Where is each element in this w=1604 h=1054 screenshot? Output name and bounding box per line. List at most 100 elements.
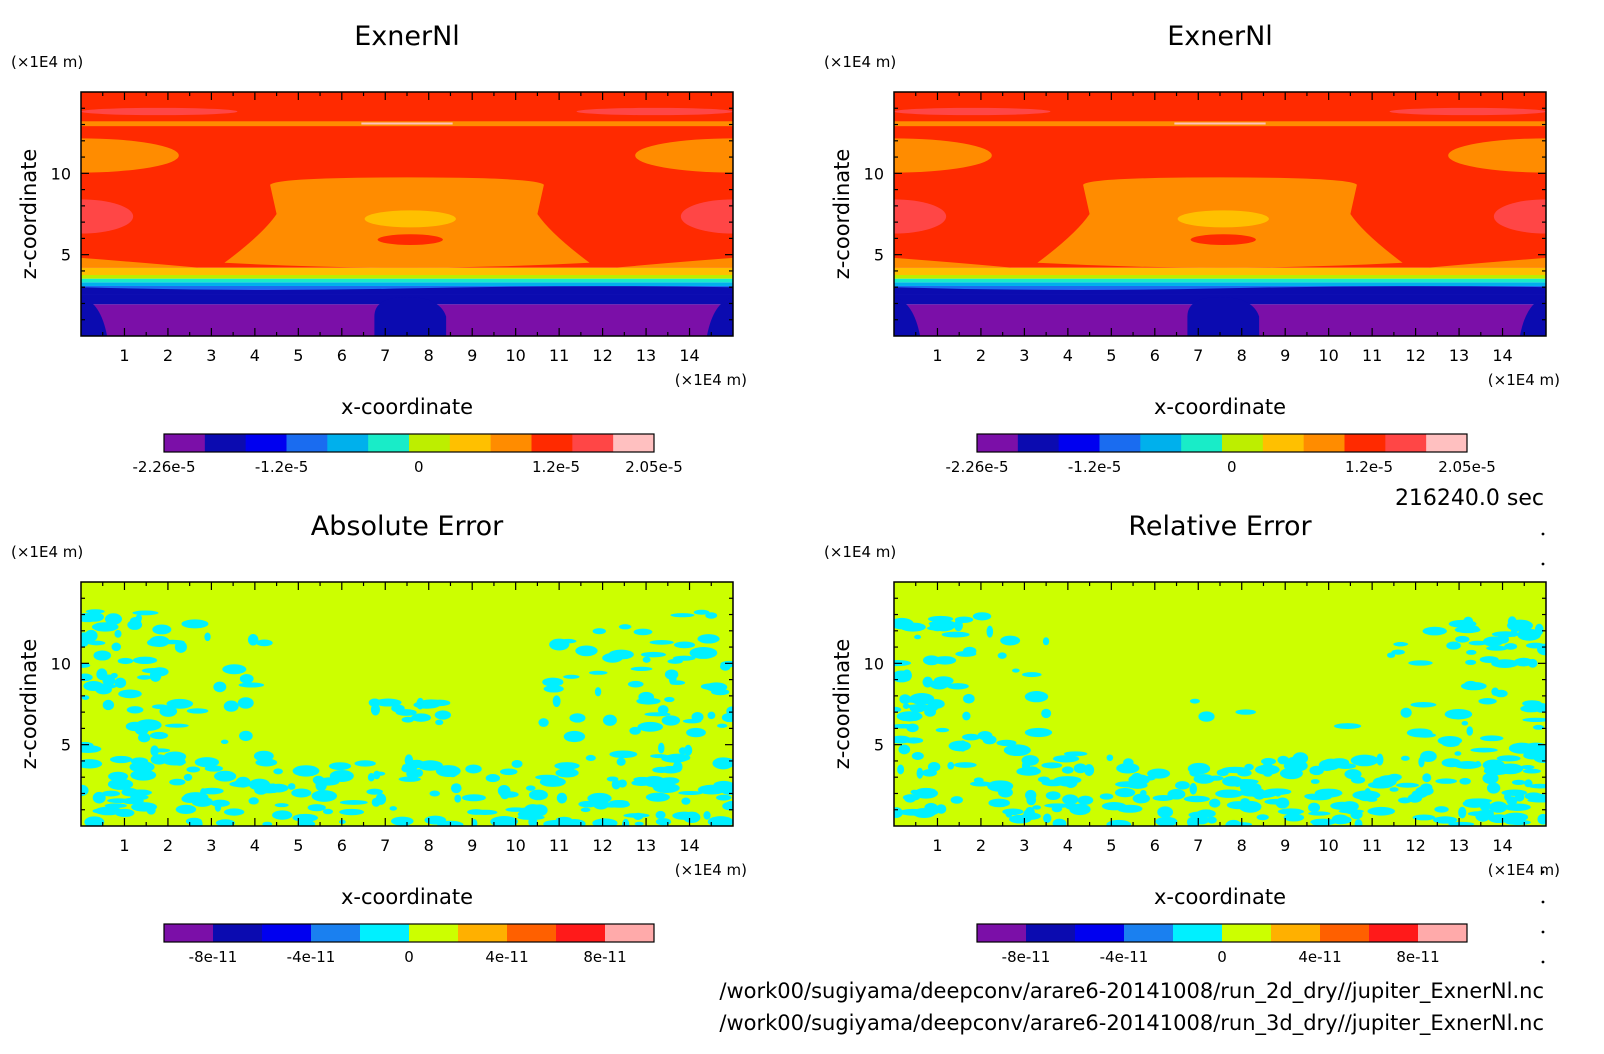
colorbar-swatch [1369, 924, 1419, 942]
x-axis-label: x-coordinate [1154, 395, 1286, 419]
y-tick-label: 5 [874, 736, 884, 755]
x-tick-label: 11 [549, 836, 569, 855]
colorbar-frame [163, 433, 655, 453]
x-tick-label: 12 [1405, 836, 1425, 855]
colorbar-swatch [1181, 434, 1223, 452]
chart-title: ExnerNl [1167, 21, 1273, 52]
x-tick-label: 12 [592, 346, 612, 365]
x-tick-label: 10 [505, 836, 525, 855]
colorbar-swatch [556, 924, 606, 942]
x-tick-label: 8 [1237, 346, 1247, 365]
colorbar-swatch [1058, 434, 1100, 452]
x-tick-label: 8 [1237, 836, 1247, 855]
colorbar-label: -8e-11 [189, 948, 238, 966]
y-tick-label: 10 [51, 654, 71, 673]
x-tick-label: 7 [1193, 346, 1203, 365]
x-tick-label: 12 [1405, 346, 1425, 365]
x-tick-label: 9 [467, 836, 477, 855]
colorbar-swatch [1173, 924, 1223, 942]
colorbar-frame [976, 923, 1468, 943]
x-axis-label: x-coordinate [341, 885, 473, 909]
colorbar-swatch [327, 434, 369, 452]
colorbar-swatch [977, 924, 1027, 942]
colorbar-label: 0 [1227, 458, 1237, 476]
colorbar-label: 0 [404, 948, 414, 966]
y-unit-label: (×1E4 m) [11, 543, 83, 561]
colorbar-swatch [311, 924, 361, 942]
x-axis-label: x-coordinate [341, 395, 473, 419]
heatmap-field [894, 92, 1546, 336]
colorbar-swatch [409, 434, 451, 452]
x-tick-label: 3 [206, 346, 216, 365]
x-tick-label: 5 [293, 836, 303, 855]
x-tick-label: 8 [424, 346, 434, 365]
colorbar-swatch [507, 924, 557, 942]
heatmap-field [81, 582, 733, 826]
colorbar-swatch [1075, 924, 1125, 942]
colorbar-swatch [1271, 924, 1321, 942]
colorbar-swatch [164, 924, 214, 942]
colorbar-frame [976, 433, 1468, 453]
colorbar-swatch [458, 924, 508, 942]
colorbar-swatch [368, 434, 410, 452]
y-axis-label: z-coordinate [17, 149, 41, 280]
file-path-3d: /work00/sugiyama/deepconv/arare6-2014100… [719, 1011, 1544, 1036]
x-unit-label: (×1E4 m) [1488, 371, 1560, 389]
x-tick-label: 2 [976, 346, 986, 365]
colorbar-label: 4e-11 [1298, 948, 1341, 966]
colorbar-swatch [360, 924, 410, 942]
colorbar-label: 8e-11 [583, 948, 626, 966]
x-tick-label: 3 [1019, 346, 1029, 365]
y-unit-label: (×1E4 m) [824, 53, 896, 71]
panel-absolute-error: Absolute Error(×1E4 m)1 2 3 4 5 6 7 8 9 10 11 12 13 1… [11, 511, 747, 966]
x-tick-label: 7 [380, 346, 390, 365]
panel-relative-error: Relative Error(×1E4 m)1 2 3 4 5 6 7 8 9 10 11 12 13 1… [824, 511, 1560, 966]
chart-title: Relative Error [1128, 511, 1312, 542]
colorbar-swatch [286, 434, 328, 452]
colorbar-swatch [409, 924, 459, 942]
colorbar-swatch [1140, 434, 1182, 452]
x-tick-label: 1 [119, 836, 129, 855]
colorbar-swatch [1222, 924, 1272, 942]
y-axis-label: z-coordinate [830, 639, 854, 770]
colorbar-label: 4e-11 [485, 948, 528, 966]
colorbar-swatch [449, 434, 492, 452]
x-tick-label: 11 [549, 346, 569, 365]
colorbar-label: -1.2e-5 [1068, 458, 1121, 476]
x-unit-label: (×1E4 m) [1488, 861, 1560, 879]
y-tick-label: 10 [864, 654, 884, 673]
colorbar-swatch [572, 434, 614, 452]
colorbar-swatch [1303, 434, 1345, 452]
x-tick-label: 13 [1449, 346, 1469, 365]
colorbar-swatch [1099, 434, 1141, 452]
colorbar-label: 1.2e-5 [1345, 458, 1393, 476]
x-tick-label: 4 [250, 836, 260, 855]
x-tick-label: 6 [337, 346, 347, 365]
x-tick-label: 13 [636, 346, 656, 365]
x-tick-label: 11 [1362, 346, 1382, 365]
colorbar-swatch [204, 434, 247, 452]
colorbar-label: 1.2e-5 [532, 458, 580, 476]
x-tick-label: 4 [1063, 346, 1073, 365]
x-tick-label: 9 [1280, 346, 1290, 365]
x-tick-label: 13 [1449, 836, 1469, 855]
y-unit-label: (×1E4 m) [824, 543, 896, 561]
panel-exner-2d: ExnerNl(×1E4 m)1 2 3 4 5 6 7 8 9 10 11 12 13 14510(×1… [11, 21, 747, 476]
colorbar-label: -2.26e-5 [946, 458, 1009, 476]
x-tick-label: 3 [206, 836, 216, 855]
x-unit-label: (×1E4 m) [675, 371, 747, 389]
file-path-2d: /work00/sugiyama/deepconv/arare6-2014100… [719, 979, 1544, 1004]
x-tick-label: 5 [293, 346, 303, 365]
x-tick-label: 2 [163, 346, 173, 365]
colorbar-swatch [1426, 434, 1468, 452]
x-tick-label: 1 [119, 346, 129, 365]
y-tick-label: 5 [61, 736, 71, 755]
colorbar-swatch [1385, 434, 1427, 452]
y-unit-label: (×1E4 m) [11, 53, 83, 71]
colorbar-swatch [164, 434, 206, 452]
colorbar-label: 0 [414, 458, 424, 476]
y-axis-label: z-coordinate [830, 149, 854, 280]
panel-exner-3d: ExnerNl(×1E4 m)1 2 3 4 5 6 7 8 9 10 11 12 13 14510(×1… [824, 21, 1560, 476]
x-tick-label: 1 [932, 836, 942, 855]
